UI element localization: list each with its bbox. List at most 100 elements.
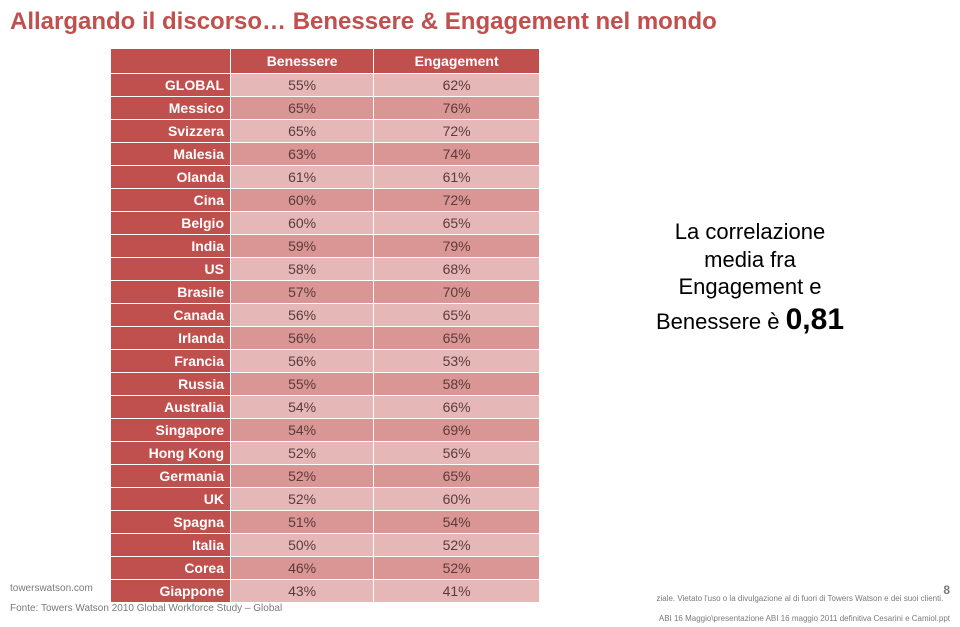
row-benessere: 58% bbox=[231, 258, 374, 281]
table-row: Russia55%58% bbox=[111, 373, 540, 396]
row-engagement: 69% bbox=[374, 419, 540, 442]
row-engagement: 79% bbox=[374, 235, 540, 258]
table-row: India59%79% bbox=[111, 235, 540, 258]
table-row: Olanda61%61% bbox=[111, 166, 540, 189]
row-engagement: 65% bbox=[374, 327, 540, 350]
table-row: US58%68% bbox=[111, 258, 540, 281]
row-engagement: 76% bbox=[374, 97, 540, 120]
row-label: Belgio bbox=[111, 212, 231, 235]
row-benessere: 55% bbox=[231, 373, 374, 396]
table-row: Cina60%72% bbox=[111, 189, 540, 212]
row-engagement: 61% bbox=[374, 166, 540, 189]
row-label: Russia bbox=[111, 373, 231, 396]
table-row: Spagna51%54% bbox=[111, 511, 540, 534]
table-header-col2: Engagement bbox=[374, 49, 540, 74]
footer-site: towerswatson.com bbox=[10, 583, 93, 594]
row-benessere: 59% bbox=[231, 235, 374, 258]
row-label: India bbox=[111, 235, 231, 258]
table-row: Germania52%65% bbox=[111, 465, 540, 488]
row-label: Canada bbox=[111, 304, 231, 327]
row-engagement: 52% bbox=[374, 534, 540, 557]
note-value: 0,81 bbox=[786, 303, 844, 336]
footer-legal: ziale. Vietato l'uso o la divulgazione a… bbox=[10, 594, 950, 603]
row-benessere: 52% bbox=[231, 488, 374, 511]
row-benessere: 54% bbox=[231, 419, 374, 442]
footer-path: ABI 16 Maggio\presentazione ABI 16 maggi… bbox=[10, 614, 950, 623]
row-label: GLOBAL bbox=[111, 74, 231, 97]
row-label: UK bbox=[111, 488, 231, 511]
row-engagement: 66% bbox=[374, 396, 540, 419]
table-row: Italia50%52% bbox=[111, 534, 540, 557]
table-row: UK52%60% bbox=[111, 488, 540, 511]
row-engagement: 74% bbox=[374, 143, 540, 166]
table-row: Belgio60%65% bbox=[111, 212, 540, 235]
row-label: Germania bbox=[111, 465, 231, 488]
table-row: Malesia63%74% bbox=[111, 143, 540, 166]
table-row: Australia54%66% bbox=[111, 396, 540, 419]
row-engagement: 65% bbox=[374, 304, 540, 327]
row-engagement: 65% bbox=[374, 465, 540, 488]
note-prefix: Benessere è bbox=[656, 309, 786, 334]
row-label: Italia bbox=[111, 534, 231, 557]
table-row: GLOBAL55%62% bbox=[111, 74, 540, 97]
table-header-blank bbox=[111, 49, 231, 74]
row-benessere: 56% bbox=[231, 327, 374, 350]
table-row: Brasile57%70% bbox=[111, 281, 540, 304]
table-row: Canada56%65% bbox=[111, 304, 540, 327]
row-engagement: 53% bbox=[374, 350, 540, 373]
row-benessere: 55% bbox=[231, 74, 374, 97]
table-row: Singapore54%69% bbox=[111, 419, 540, 442]
row-benessere: 61% bbox=[231, 166, 374, 189]
table-header-col1: Benessere bbox=[231, 49, 374, 74]
row-engagement: 68% bbox=[374, 258, 540, 281]
row-benessere: 56% bbox=[231, 350, 374, 373]
table-row: Svizzera65%72% bbox=[111, 120, 540, 143]
row-benessere: 50% bbox=[231, 534, 374, 557]
row-label: Brasile bbox=[111, 281, 231, 304]
row-benessere: 57% bbox=[231, 281, 374, 304]
main-content: Benessere Engagement GLOBAL55%62%Messico… bbox=[0, 48, 960, 603]
row-benessere: 63% bbox=[231, 143, 374, 166]
footer-page-number: 8 bbox=[943, 583, 950, 597]
note-line1: La correlazione bbox=[610, 218, 890, 246]
row-benessere: 56% bbox=[231, 304, 374, 327]
row-benessere: 54% bbox=[231, 396, 374, 419]
table-row: Messico65%76% bbox=[111, 97, 540, 120]
row-label: Australia bbox=[111, 396, 231, 419]
row-engagement: 52% bbox=[374, 557, 540, 580]
note-line4: Benessere è 0,81 bbox=[610, 301, 890, 339]
row-label: Singapore bbox=[111, 419, 231, 442]
row-engagement: 54% bbox=[374, 511, 540, 534]
footer-source: Fonte: Towers Watson 2010 Global Workfor… bbox=[10, 603, 282, 614]
row-benessere: 46% bbox=[231, 557, 374, 580]
row-benessere: 60% bbox=[231, 212, 374, 235]
row-engagement: 65% bbox=[374, 212, 540, 235]
row-label: Corea bbox=[111, 557, 231, 580]
row-engagement: 60% bbox=[374, 488, 540, 511]
table-row: Hong Kong52%56% bbox=[111, 442, 540, 465]
row-engagement: 56% bbox=[374, 442, 540, 465]
row-engagement: 62% bbox=[374, 74, 540, 97]
table-row: Francia56%53% bbox=[111, 350, 540, 373]
row-engagement: 58% bbox=[374, 373, 540, 396]
row-label: Cina bbox=[111, 189, 231, 212]
note-line2: media fra bbox=[610, 246, 890, 274]
page-title: Allargando il discorso… Benessere & Enga… bbox=[0, 0, 960, 48]
row-engagement: 70% bbox=[374, 281, 540, 304]
data-table: Benessere Engagement GLOBAL55%62%Messico… bbox=[110, 48, 540, 603]
row-label: US bbox=[111, 258, 231, 281]
row-benessere: 65% bbox=[231, 120, 374, 143]
note-line3: Engagement e bbox=[610, 273, 890, 301]
footer: towerswatson.com 8 ziale. Vietato l'uso … bbox=[10, 583, 950, 623]
row-engagement: 72% bbox=[374, 120, 540, 143]
correlation-note: La correlazione media fra Engagement e B… bbox=[610, 218, 890, 603]
row-label: Hong Kong bbox=[111, 442, 231, 465]
row-label: Malesia bbox=[111, 143, 231, 166]
row-label: Messico bbox=[111, 97, 231, 120]
data-table-wrap: Benessere Engagement GLOBAL55%62%Messico… bbox=[110, 48, 540, 603]
row-label: Olanda bbox=[111, 166, 231, 189]
row-label: Svizzera bbox=[111, 120, 231, 143]
row-engagement: 72% bbox=[374, 189, 540, 212]
table-row: Corea46%52% bbox=[111, 557, 540, 580]
table-row: Irlanda56%65% bbox=[111, 327, 540, 350]
